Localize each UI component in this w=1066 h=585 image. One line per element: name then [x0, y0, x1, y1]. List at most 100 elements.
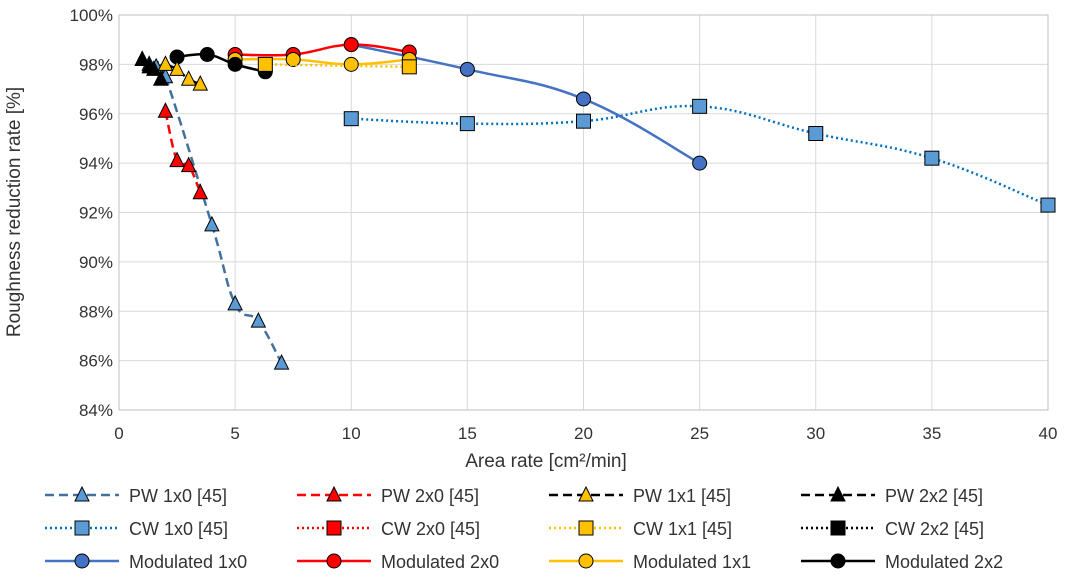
legend-item: PW 2x0 [45]: [297, 485, 479, 506]
data-point: [343, 111, 359, 127]
series-cw-1x1-45: [257, 56, 417, 75]
data-point: [152, 70, 169, 86]
legend-label: Modulated 2x2: [885, 552, 1003, 572]
legend-marker: [74, 520, 90, 536]
x-tick-label: 0: [114, 424, 123, 443]
data-point: [257, 56, 273, 72]
x-tick-label: 5: [230, 424, 239, 443]
x-axis-label: Area rate [cm²/min]: [465, 451, 627, 472]
series-line: [141, 58, 283, 364]
series-pw-1x1-45: [157, 55, 209, 91]
data-point: [459, 116, 475, 132]
data-point: [576, 91, 591, 107]
legend-label: CW 2x0 [45]: [381, 519, 480, 539]
x-tick-label: 20: [574, 424, 593, 443]
data-point: [227, 56, 243, 72]
series-layer: [134, 37, 1056, 370]
x-tick-label: 15: [458, 424, 477, 443]
data-point: [692, 155, 708, 171]
x-tick-label: 10: [342, 424, 361, 443]
data-point: [169, 151, 185, 168]
data-point: [285, 51, 301, 67]
legend-marker: [326, 520, 342, 536]
data-point: [199, 47, 215, 62]
legend-item: Modulated 1x0: [45, 552, 247, 572]
legend-marker: [578, 485, 594, 502]
data-point: [401, 59, 417, 75]
data-point: [146, 60, 162, 76]
series-modulated-1x0: [343, 37, 708, 171]
x-tick-label: 25: [690, 424, 709, 443]
data-point: [576, 113, 591, 129]
legend-marker: [830, 520, 846, 536]
y-tick-label: 86%: [79, 352, 113, 371]
data-point: [227, 294, 243, 311]
legend-item: CW 2x2 [45]: [801, 519, 984, 539]
legend-item: PW 1x0 [45]: [45, 485, 227, 506]
legend-label: Modulated 2x0: [381, 552, 499, 572]
x-tick-label: 40: [1039, 424, 1058, 443]
legend-marker: [830, 485, 846, 502]
data-point: [192, 75, 209, 91]
data-point: [808, 126, 824, 141]
y-tick-label: 94%: [79, 154, 113, 173]
legend-marker: [326, 553, 342, 569]
series-line: [176, 52, 266, 73]
legend-marker: [578, 520, 594, 536]
data-point: [924, 150, 940, 166]
legend-item: Modulated 1x1: [549, 552, 751, 572]
legend-marker: [830, 553, 846, 569]
y-tick-label: 88%: [79, 302, 113, 321]
data-point: [157, 102, 174, 118]
legend-label: PW 2x2 [45]: [885, 486, 983, 506]
y-tick-label: 92%: [79, 204, 113, 223]
legend-label: Modulated 1x1: [633, 552, 751, 572]
series-line: [235, 43, 410, 57]
y-axis-label: Roughness reduction rate [%]: [4, 87, 25, 337]
data-point: [273, 353, 290, 370]
data-point: [343, 37, 359, 53]
data-point: [692, 98, 708, 114]
legend-item: CW 1x1 [45]: [549, 519, 732, 539]
data-point: [250, 312, 267, 328]
legend-item: Modulated 2x0: [297, 552, 499, 572]
legend-label: CW 1x0 [45]: [129, 519, 228, 539]
data-point: [343, 56, 359, 72]
data-point: [192, 183, 209, 200]
y-tick-label: 96%: [79, 105, 113, 124]
legend-label: PW 1x1 [45]: [633, 486, 731, 506]
data-point: [169, 60, 185, 76]
data-point: [180, 156, 197, 173]
legend-marker: [578, 553, 594, 569]
series-modulated-2x2: [169, 47, 273, 80]
data-point: [1040, 197, 1056, 213]
series-cw-1x0-45: [343, 98, 1056, 213]
legend-marker: [74, 485, 90, 502]
data-point: [459, 61, 475, 77]
legend-label: PW 2x0 [45]: [381, 486, 479, 506]
y-tick-label: 84%: [79, 401, 113, 420]
legend-item: CW 1x0 [45]: [45, 519, 228, 539]
series-pw-2x0-45: [157, 102, 209, 200]
data-point: [157, 55, 174, 71]
y-tick-label: 90%: [79, 253, 113, 272]
data-point: [204, 215, 220, 232]
legend-item: Modulated 2x2: [801, 552, 1003, 572]
data-point: [180, 70, 197, 86]
series-line: [265, 63, 410, 69]
legend-label: CW 2x2 [45]: [885, 519, 984, 539]
legend-item: PW 2x2 [45]: [801, 485, 983, 506]
legend-label: Modulated 1x0: [129, 552, 247, 572]
legend-label: PW 1x0 [45]: [129, 486, 227, 506]
legend-marker: [74, 553, 90, 569]
legend-marker: [326, 485, 342, 502]
series-line: [164, 110, 202, 194]
legend-item: CW 2x0 [45]: [297, 519, 480, 539]
y-tick-label: 100%: [70, 6, 113, 25]
legend-label: CW 1x1 [45]: [633, 519, 732, 539]
y-tick-label: 98%: [79, 55, 113, 74]
x-tick-label: 30: [806, 424, 825, 443]
axis-layer: 84% 86% 88% 90% 92% 94% 96% 98% 100% 0 5 10 15 20 25 30…: [70, 6, 1058, 443]
